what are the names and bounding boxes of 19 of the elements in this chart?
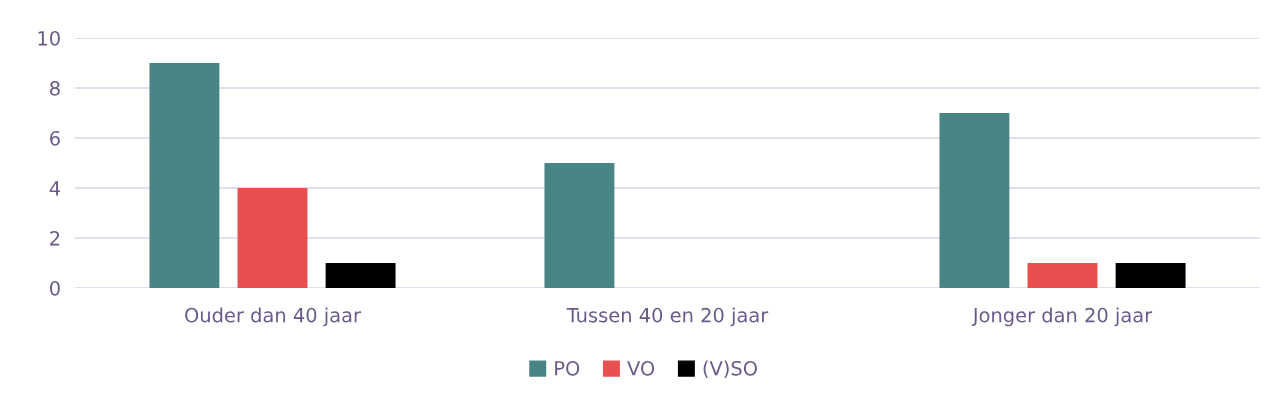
legend-label: VO xyxy=(627,360,655,376)
bar xyxy=(544,163,615,288)
bar xyxy=(1027,263,1098,288)
bar xyxy=(149,63,220,288)
bar xyxy=(1115,263,1186,288)
y-tick-label: 4 xyxy=(49,181,61,196)
y-tick-label: 8 xyxy=(50,80,60,96)
y-tick-label: 2 xyxy=(50,230,60,246)
bar xyxy=(325,263,396,288)
bar xyxy=(237,188,308,288)
x-tick-label: Tussen 40 en 20 jaar xyxy=(566,307,769,327)
legend-label: (V)SO xyxy=(703,360,757,378)
legend-label: PO xyxy=(555,360,580,376)
y-tick-label: 0 xyxy=(50,280,60,296)
y-tick-label: 6 xyxy=(50,130,60,146)
x-tick-label: Ouder dan 40 jaar xyxy=(185,307,362,327)
x-tick-label: Jonger dan 20 jaar xyxy=(971,307,1153,327)
bar xyxy=(939,113,1010,288)
y-tick-label: 10 xyxy=(38,30,60,46)
